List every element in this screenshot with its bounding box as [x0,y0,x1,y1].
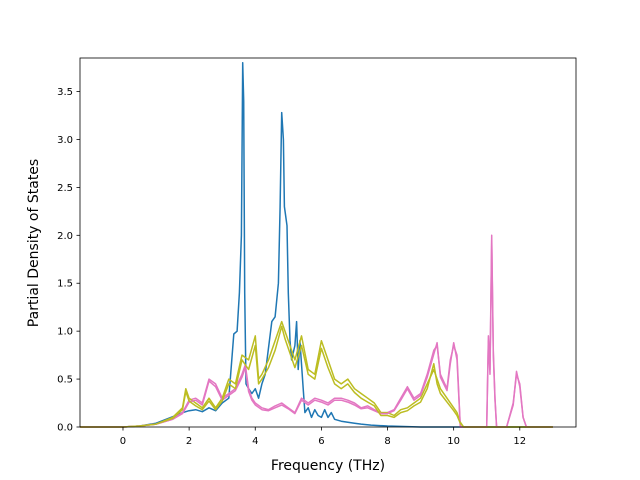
y-axis-ticks: 0.0 0.5 1.0 1.5 2.0 2.5 3.0 3.5 [57,87,80,434]
plot-lines [80,62,553,428]
x-axis-label: Frequency (THz) [271,458,385,474]
y-tick-label: 2.5 [57,183,73,194]
y-tick-label: 3.5 [57,87,73,98]
y-tick-label: 0.5 [57,375,73,386]
series-line-4 [80,239,553,428]
x-tick-label: 6 [318,436,324,447]
y-tick-label: 2.0 [57,231,73,242]
x-tick-label: 10 [447,436,460,447]
x-tick-label: 2 [186,436,192,447]
y-tick-label: 1.5 [57,279,73,290]
x-tick-label: 4 [252,436,258,447]
x-tick-label: 12 [513,436,526,447]
series-line-5 [80,325,553,428]
x-tick-label: 8 [384,436,390,447]
y-axis-label: Partial Density of States [26,159,42,327]
x-tick-label: 0 [120,436,126,447]
y-tick-label: 3.0 [57,135,73,146]
series-line-1 [80,62,553,428]
y-tick-label: 1.0 [57,327,73,338]
y-tick-label: 0.0 [57,423,73,434]
plot-frame [79,57,577,428]
x-axis-ticks: 0 2 4 6 8 10 12 [120,427,526,447]
